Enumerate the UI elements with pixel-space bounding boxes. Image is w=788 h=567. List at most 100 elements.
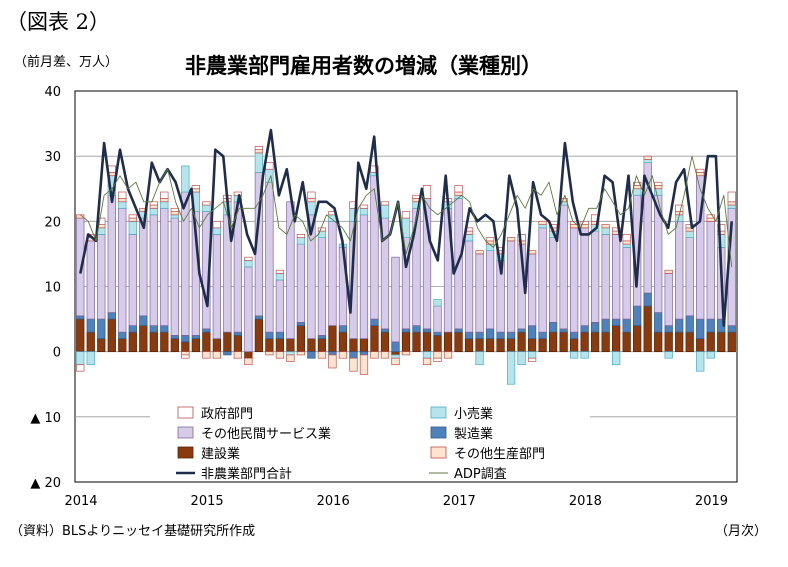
x-tick-label: 2019	[695, 494, 728, 509]
bar-construction	[475, 338, 484, 353]
bar-construction	[685, 331, 694, 353]
bar-manufacturing	[569, 331, 579, 339]
bar-manufacturing	[370, 318, 379, 326]
bar-manufacturing	[527, 325, 537, 339]
bar-manufacturing	[422, 328, 432, 333]
bar-govt	[265, 162, 274, 170]
bar-govt	[359, 204, 369, 209]
bar-manufacturing	[496, 331, 505, 339]
bar-construction	[307, 338, 316, 353]
bar-construction	[643, 305, 652, 353]
bar-construction	[696, 338, 705, 353]
bar-construction	[454, 331, 463, 353]
bar-construction	[612, 325, 621, 353]
bar-construction	[485, 338, 495, 353]
bar-construction	[633, 325, 642, 353]
bar-govt	[485, 237, 495, 242]
bar-other_goods	[233, 351, 243, 359]
bar-other_goods	[380, 351, 390, 359]
bar-other_goods	[191, 188, 200, 193]
bar-govt	[433, 357, 442, 362]
bar-construction	[591, 331, 600, 353]
bar-retail	[128, 220, 137, 235]
bar-govt	[654, 181, 663, 186]
bar-construction	[349, 338, 358, 353]
bar-manufacturing	[664, 325, 673, 333]
bar-retail	[422, 351, 432, 359]
bar-construction	[622, 331, 631, 353]
bar-retail	[475, 351, 484, 366]
x-tick-label: 2018	[569, 494, 602, 509]
bar-govt	[254, 146, 264, 150]
bar-services	[538, 227, 547, 333]
bar-other_goods	[149, 204, 158, 209]
bar-other_goods	[317, 351, 327, 359]
bar-manufacturing	[685, 315, 694, 333]
bar-govt	[527, 357, 537, 362]
bar-retail	[506, 351, 516, 385]
bar-services	[685, 237, 694, 317]
y-tick-label: 40	[44, 85, 61, 100]
bar-manufacturing	[622, 318, 631, 333]
bar-other_goods	[307, 198, 316, 203]
bar-other_goods	[244, 357, 253, 366]
bar-govt	[517, 234, 526, 242]
bar-govt	[696, 168, 705, 173]
bar-retail	[244, 260, 253, 268]
bar-services	[622, 247, 631, 320]
bar-manufacturing	[391, 341, 400, 353]
bar-manufacturing	[485, 328, 495, 339]
bar-other_goods	[643, 155, 652, 160]
bar-construction	[181, 341, 190, 353]
bar-services	[359, 214, 369, 339]
bar-retail	[664, 351, 673, 359]
bar-other_goods	[286, 354, 295, 362]
bar-retail	[580, 351, 589, 359]
bar-other_goods	[170, 211, 179, 216]
bar-retail	[727, 204, 736, 209]
bar-manufacturing	[349, 351, 358, 359]
bar-services	[128, 234, 137, 326]
bar-govt	[307, 191, 316, 199]
bar-other_goods	[622, 240, 631, 245]
bar-other_goods	[275, 351, 285, 359]
bar-retail	[601, 227, 610, 235]
bar-construction	[664, 331, 673, 353]
bar-manufacturing	[464, 331, 474, 339]
bar-manufacturing	[338, 325, 348, 333]
bar-construction	[527, 338, 537, 353]
bar-manufacturing	[559, 328, 568, 333]
bar-manufacturing	[580, 325, 589, 333]
bar-construction	[538, 338, 547, 353]
bar-construction	[506, 338, 516, 353]
bar-retail	[181, 165, 190, 193]
bar-services	[675, 220, 684, 320]
bar-construction	[244, 351, 253, 359]
bar-services	[506, 240, 516, 333]
bar-construction	[86, 331, 95, 353]
bar-other_goods	[391, 357, 400, 366]
bar-retail	[118, 201, 127, 209]
bar-manufacturing	[401, 328, 411, 333]
legend-swatch-retail	[430, 406, 447, 419]
bar-manufacturing	[412, 325, 421, 333]
bar-manufacturing	[538, 331, 547, 339]
x-tick-label: 2016	[317, 494, 350, 509]
bar-construction	[191, 338, 200, 353]
bar-construction	[706, 331, 715, 353]
bar-retail	[622, 243, 631, 248]
bar-construction	[601, 331, 610, 353]
bar-retail	[643, 159, 652, 164]
line-total	[79, 128, 733, 327]
bar-other_goods	[160, 198, 169, 203]
bar-construction	[580, 331, 589, 353]
bar-other_goods	[265, 351, 274, 356]
bar-construction	[254, 318, 264, 353]
bar-services	[296, 243, 306, 323]
bar-retail	[296, 237, 306, 245]
bar-other_goods	[727, 201, 736, 206]
bar-other_goods	[202, 351, 211, 359]
bar-manufacturing	[433, 331, 442, 336]
bar-manufacturing	[170, 335, 179, 339]
bar-construction	[223, 331, 232, 353]
